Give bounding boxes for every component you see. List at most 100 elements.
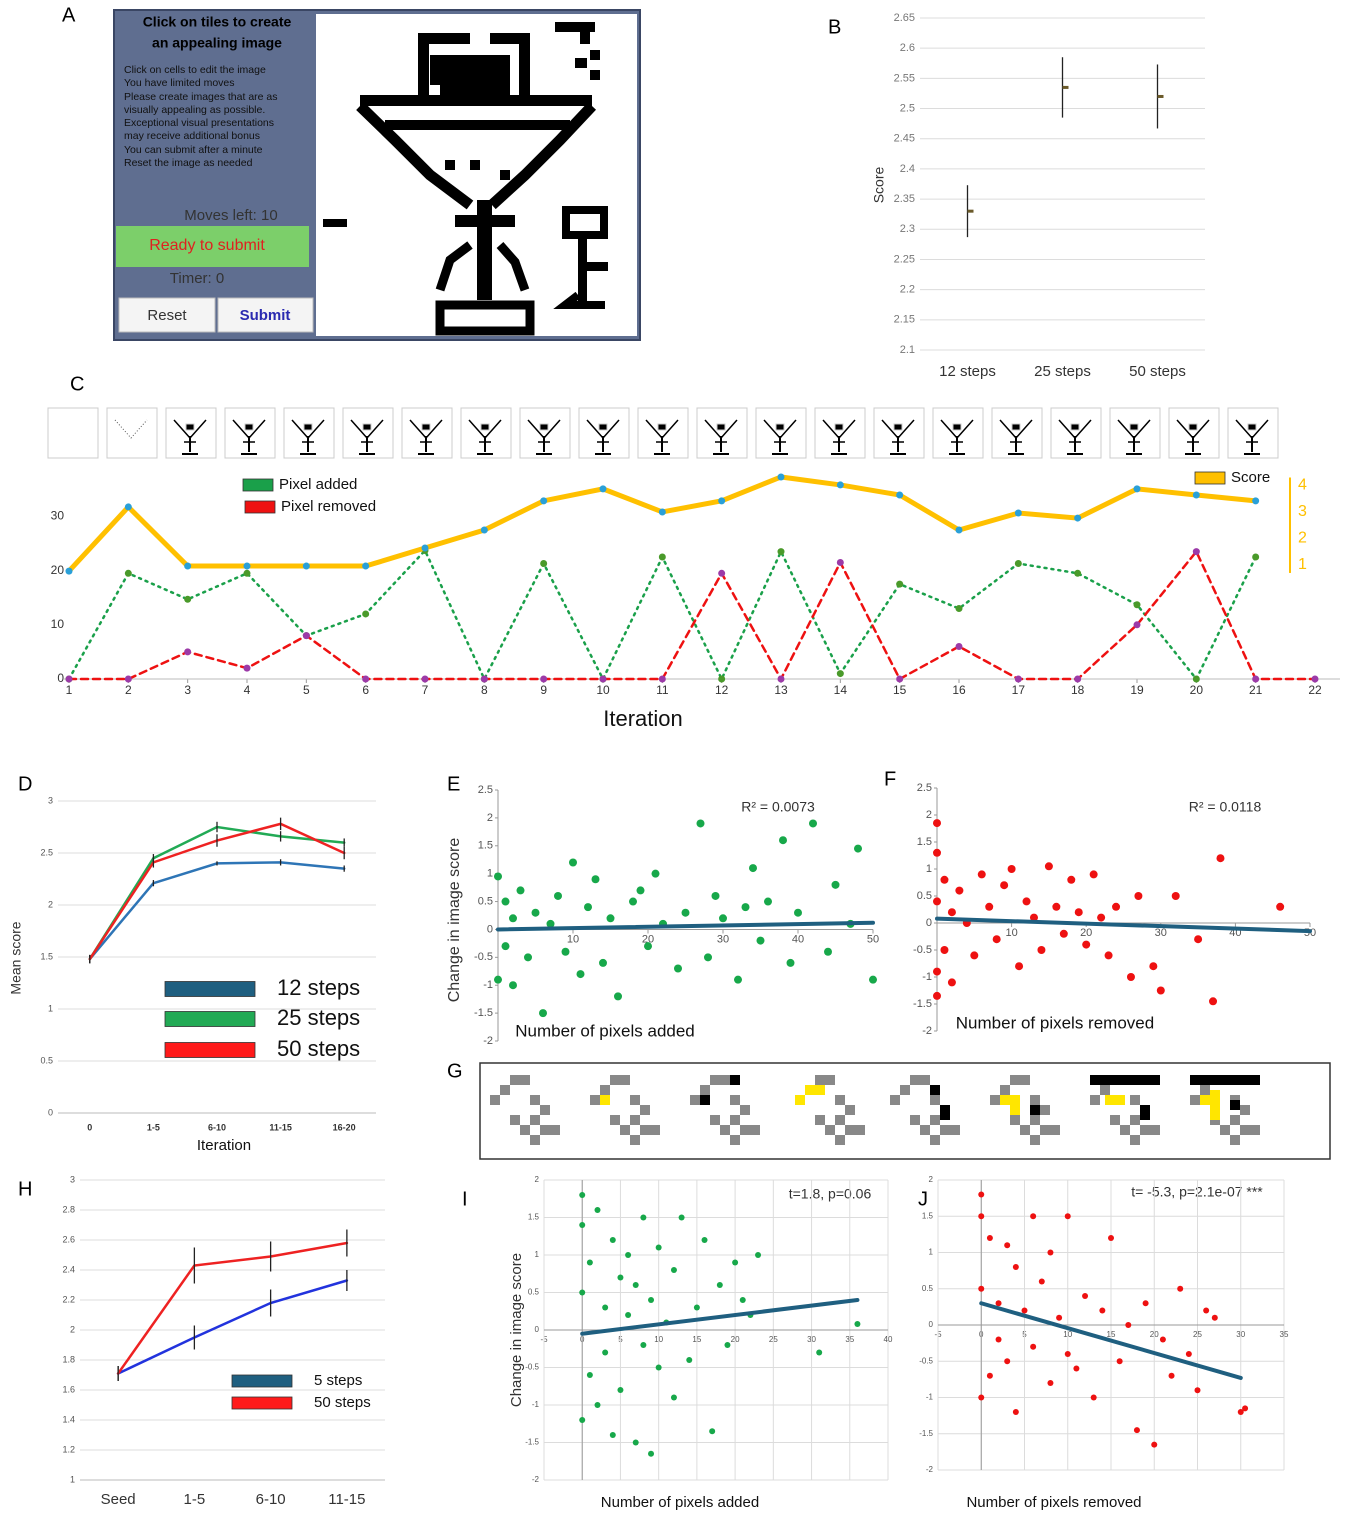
- point: [1108, 1235, 1114, 1241]
- point: [955, 886, 964, 895]
- point: [978, 1191, 985, 1198]
- point: [648, 1297, 655, 1303]
- y-tick-label: -0.5: [913, 944, 932, 956]
- y-tick-label: 0: [48, 1107, 53, 1117]
- y-tick-label: 2: [48, 899, 53, 909]
- legend-swatch: [164, 1011, 256, 1027]
- series-line: [88, 861, 346, 961]
- point: [1149, 962, 1158, 971]
- x-axis-label: Number of pixels added: [515, 1021, 695, 1040]
- legend-label: 12 steps: [277, 975, 360, 1000]
- legend-swatch: [242, 478, 274, 492]
- x-tick-label: 13: [774, 683, 788, 697]
- point: [978, 1394, 985, 1401]
- y-tick-label: 0: [929, 1320, 934, 1329]
- point: [1015, 962, 1024, 971]
- point: [1142, 1300, 1149, 1307]
- point: [718, 497, 726, 505]
- y-tick-label: 2.3: [900, 223, 915, 235]
- point: [1067, 875, 1076, 884]
- point: [1047, 1249, 1054, 1256]
- point: [1014, 560, 1022, 568]
- point: [854, 1321, 861, 1327]
- legend-swatch: [231, 1374, 293, 1388]
- x-tick-label: 12: [715, 683, 729, 697]
- y-tick-label: 1.6: [62, 1384, 75, 1394]
- point: [794, 908, 802, 917]
- submit-button[interactable]: [217, 297, 314, 333]
- annotation: R² = 0.0118: [1189, 799, 1262, 815]
- x-tick-label: 17: [1012, 683, 1026, 697]
- point: [124, 569, 132, 577]
- point: [896, 491, 904, 499]
- point: [1044, 862, 1053, 871]
- x-tick-label: 20: [642, 933, 654, 945]
- point: [824, 947, 832, 956]
- point: [625, 1312, 632, 1318]
- reset-label: Reset: [147, 307, 187, 324]
- point: [651, 869, 660, 878]
- x-tick-label: 8: [481, 683, 488, 697]
- point: [362, 675, 370, 683]
- x-tick-label: 16-20: [333, 1122, 356, 1132]
- y-tick-label: 1.5: [528, 1213, 540, 1222]
- y-tick-label: -1.5: [913, 998, 932, 1010]
- legend-label: 50 steps: [277, 1036, 360, 1061]
- panel-label: H: [18, 1178, 32, 1200]
- point: [779, 836, 787, 845]
- instruction: Exceptional visual presentations: [124, 117, 274, 129]
- point: [732, 1259, 739, 1266]
- example-grids: [490, 1075, 1260, 1145]
- point: [978, 1213, 985, 1220]
- point: [1276, 902, 1285, 911]
- legend-label: Pixel removed: [281, 498, 376, 515]
- point: [1133, 621, 1141, 629]
- point: [1014, 675, 1022, 683]
- point: [933, 819, 941, 828]
- point: [674, 964, 682, 973]
- y-tick-label: 2.2: [62, 1294, 75, 1304]
- point: [421, 675, 429, 683]
- y-tick-label: -2: [532, 1475, 540, 1484]
- x-tick-label: 16: [952, 683, 966, 697]
- point: [1242, 1405, 1249, 1412]
- point: [614, 992, 622, 1001]
- reset-button[interactable]: [118, 297, 216, 333]
- point: [644, 942, 652, 951]
- point: [1097, 913, 1106, 922]
- point: [1252, 553, 1260, 561]
- x-tick-label: 20: [1080, 927, 1092, 939]
- y-tick-label: -2: [926, 1465, 934, 1474]
- x-axis-label: Number of pixels removed: [966, 1494, 1141, 1511]
- legend-label: 5 steps: [314, 1372, 362, 1389]
- y-axis-label: Mean score: [8, 921, 24, 994]
- point: [1192, 675, 1200, 683]
- x-tick-label: 22: [1308, 683, 1322, 697]
- point: [777, 548, 785, 556]
- point: [599, 485, 607, 493]
- point: [632, 1439, 639, 1446]
- point: [869, 975, 877, 984]
- point: [1059, 929, 1068, 938]
- point: [1064, 1213, 1071, 1220]
- point: [1029, 913, 1038, 922]
- y-tick-label: 1.4: [62, 1414, 75, 1424]
- x-tick-label: 2: [125, 683, 132, 697]
- point: [1022, 897, 1031, 906]
- point: [1171, 892, 1180, 900]
- instruction: visually appealing as possible.: [124, 104, 265, 116]
- point: [1252, 675, 1260, 683]
- pixel-art: [323, 22, 608, 336]
- point: [986, 1372, 993, 1379]
- y-tick-label: 2: [535, 1175, 540, 1184]
- point: [1237, 1409, 1244, 1415]
- panel-label: J: [918, 1188, 928, 1210]
- point: [599, 675, 607, 683]
- panel-label: D: [18, 773, 32, 795]
- point: [509, 981, 517, 990]
- point: [421, 544, 429, 552]
- y-tick-label: 1: [929, 1248, 934, 1257]
- x-tick-label: 10: [596, 683, 610, 697]
- point: [602, 1349, 609, 1356]
- point: [480, 675, 488, 683]
